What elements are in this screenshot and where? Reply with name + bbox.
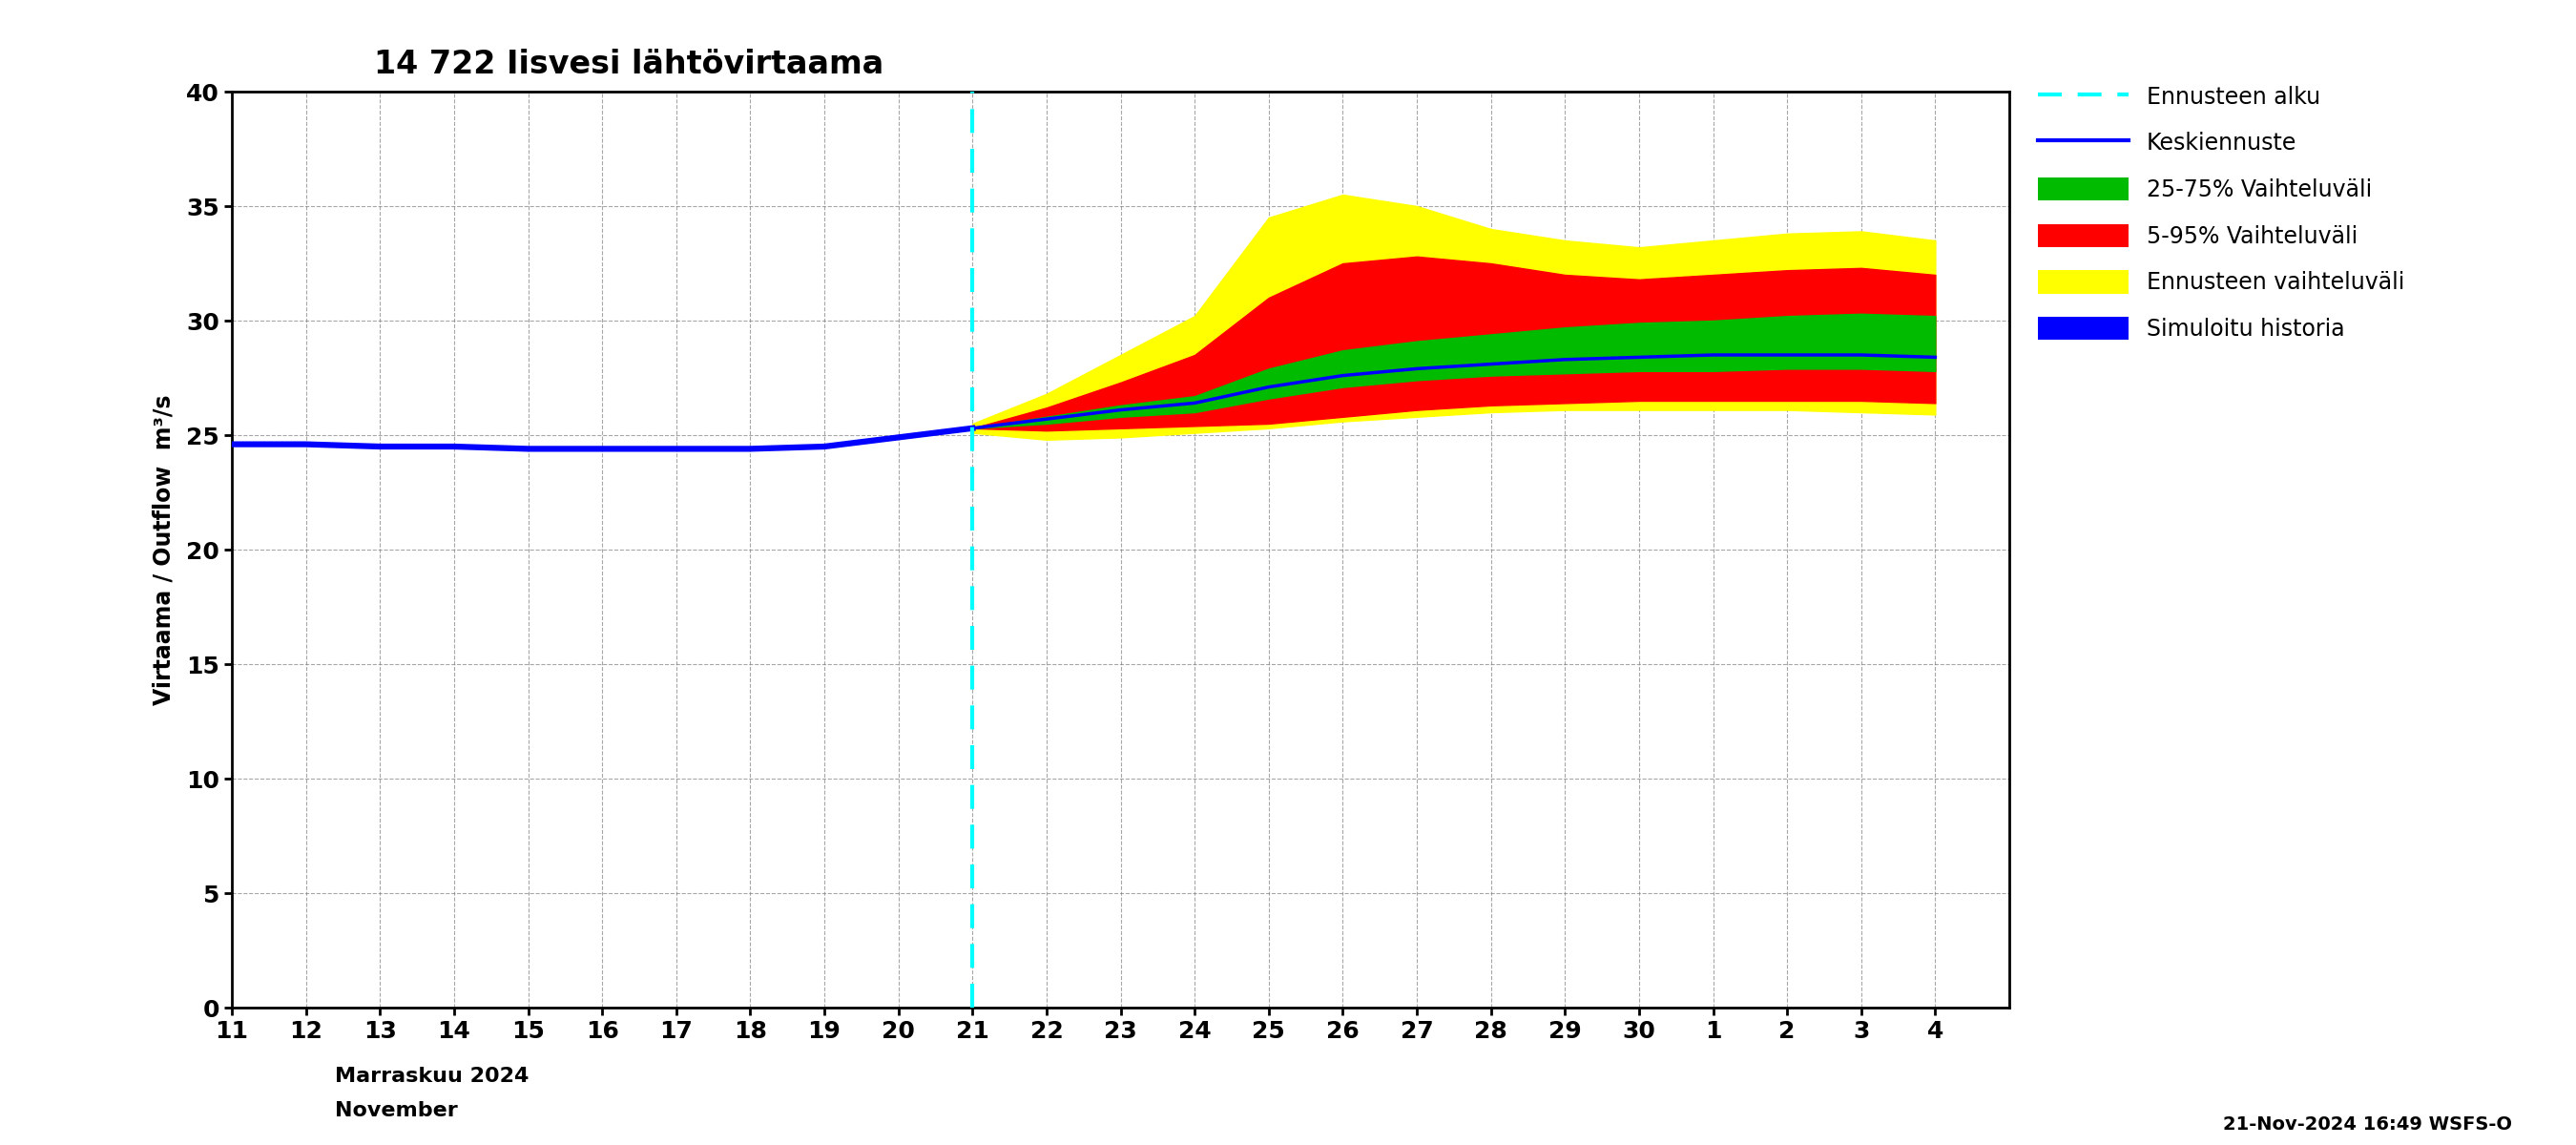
Text: 21-Nov-2024 16:49 WSFS-O: 21-Nov-2024 16:49 WSFS-O [2223, 1115, 2512, 1134]
Text: Marraskuu 2024: Marraskuu 2024 [335, 1067, 528, 1085]
Legend: Ennusteen alku, Keskiennuste, 25-75% Vaihteluväli, 5-95% Vaihteluväli, Ennusteen: Ennusteen alku, Keskiennuste, 25-75% Vai… [2038, 85, 2403, 341]
Text: November: November [335, 1101, 459, 1120]
Text: 14 722 Iisvesi lähtövirtaama: 14 722 Iisvesi lähtövirtaama [374, 48, 884, 80]
Y-axis label: Virtaama / Outflow  m³/s: Virtaama / Outflow m³/s [152, 394, 175, 705]
